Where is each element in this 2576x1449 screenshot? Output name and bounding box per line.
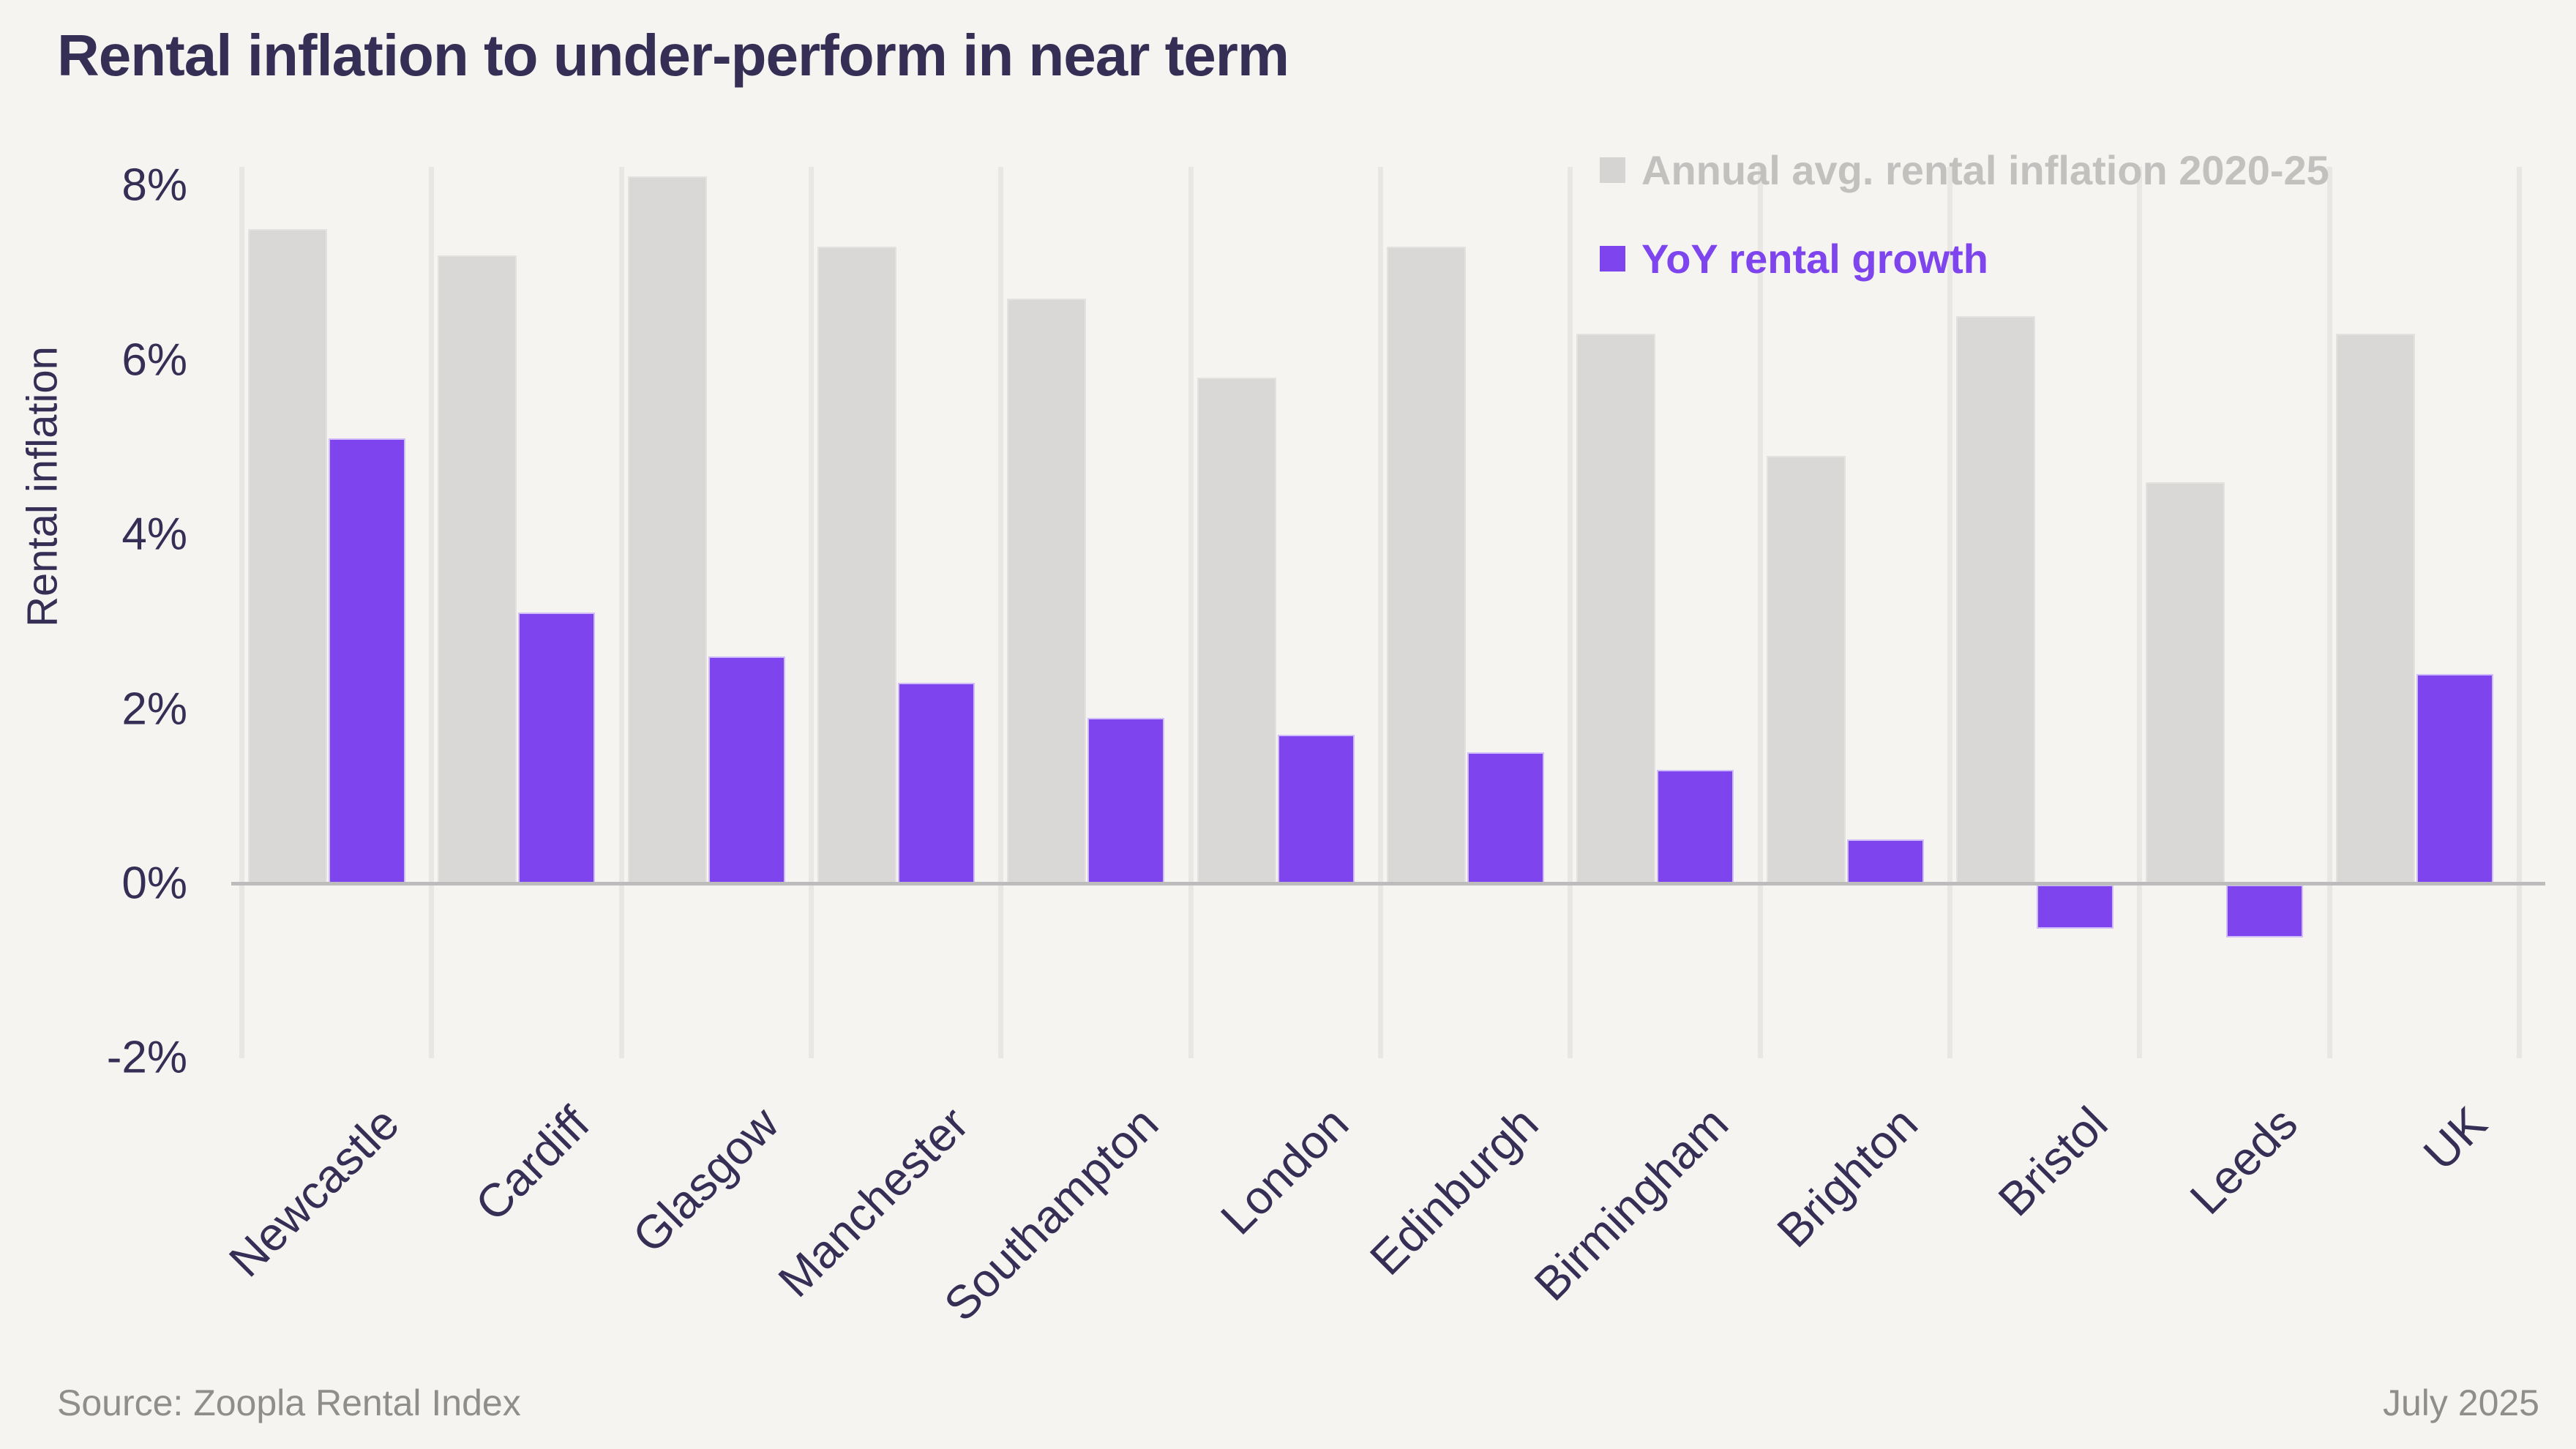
x-axis-label-bristol: Bristol: [1988, 1096, 2118, 1227]
gridline: [1757, 167, 1763, 1058]
bar-annual-cardiff: [438, 255, 517, 883]
legend-swatch-yoy: [1600, 246, 1625, 272]
bar-annual-southampton: [1007, 299, 1087, 883]
x-axis-label-cardiff: Cardiff: [465, 1096, 599, 1232]
legend-item-yoy: YoY rental growth: [1600, 235, 2329, 282]
bar-annual-uk: [2335, 334, 2415, 883]
gridline: [2517, 167, 2522, 1058]
bar-yoy-glasgow: [708, 656, 785, 883]
y-tick-label: 0%: [121, 858, 187, 909]
gridline: [2137, 167, 2143, 1058]
bar-annual-glasgow: [627, 176, 707, 883]
x-axis-label-manchester: Manchester: [768, 1096, 979, 1308]
x-axis-label-birmingham: Birmingham: [1524, 1096, 1738, 1311]
y-tick-label: -2%: [106, 1032, 187, 1083]
y-tick-label: 6%: [121, 334, 187, 386]
gridline: [1568, 167, 1573, 1058]
x-axis-label-brighton: Brighton: [1767, 1096, 1928, 1258]
bar-annual-edinburgh: [1387, 246, 1466, 883]
gridline: [1188, 167, 1194, 1058]
y-tick-label: 2%: [121, 684, 187, 735]
legend-label-yoy: YoY rental growth: [1641, 236, 1988, 282]
bar-annual-leeds: [2146, 482, 2225, 883]
y-tick-label: 4%: [121, 509, 187, 560]
gridline: [1947, 167, 1952, 1058]
legend-label-annual: Annual avg. rental inflation 2020-25: [1641, 147, 2329, 193]
zero-axis-line: [231, 882, 2545, 886]
gridline: [2326, 167, 2332, 1058]
bar-yoy-southampton: [1087, 717, 1165, 883]
x-axis-label-glasgow: Glasgow: [622, 1096, 789, 1263]
bar-yoy-birmingham: [1657, 770, 1734, 883]
bar-yoy-brighton: [1846, 839, 1924, 883]
bar-annual-london: [1197, 377, 1276, 883]
bar-annual-bristol: [1956, 316, 2035, 883]
bar-yoy-newcastle: [329, 438, 405, 883]
x-axis-label-london: London: [1210, 1096, 1358, 1245]
bar-yoy-london: [1277, 735, 1355, 883]
gridline: [429, 167, 435, 1058]
chart-title: Rental inflation to under-perform in nea…: [57, 23, 1289, 88]
bar-yoy-leeds: [2226, 885, 2304, 937]
x-axis-label-leeds: Leeds: [2179, 1096, 2307, 1224]
gridline: [1378, 167, 1383, 1058]
y-axis-title: Rental inflation: [18, 346, 67, 627]
y-tick-label: 8%: [121, 160, 187, 211]
gridline: [998, 167, 1004, 1058]
bar-annual-brighton: [1766, 455, 1846, 883]
footer-source: Source: Zoopla Rental Index: [57, 1382, 521, 1423]
bar-yoy-edinburgh: [1467, 752, 1544, 883]
plot-area: [231, 167, 2545, 1058]
bar-yoy-bristol: [2037, 885, 2113, 929]
bar-yoy-cardiff: [518, 613, 596, 883]
bar-annual-newcastle: [248, 229, 327, 883]
gridline: [618, 167, 624, 1058]
legend: Annual avg. rental inflation 2020-25 YoY…: [1600, 146, 2329, 323]
legend-swatch-annual: [1600, 157, 1625, 183]
bar-yoy-manchester: [898, 682, 975, 883]
x-axis-label-uk: UK: [2414, 1096, 2497, 1180]
footer-date: July 2025: [2382, 1382, 2539, 1423]
x-axis-label-edinburgh: Edinburgh: [1360, 1096, 1549, 1285]
bar-annual-manchester: [817, 246, 896, 883]
gridline: [809, 167, 814, 1058]
bar-annual-birmingham: [1576, 334, 1656, 883]
legend-item-annual: Annual avg. rental inflation 2020-25: [1600, 146, 2329, 194]
x-axis-label-newcastle: Newcastle: [219, 1096, 410, 1287]
gridline: [239, 167, 244, 1058]
bar-yoy-uk: [2416, 673, 2493, 883]
